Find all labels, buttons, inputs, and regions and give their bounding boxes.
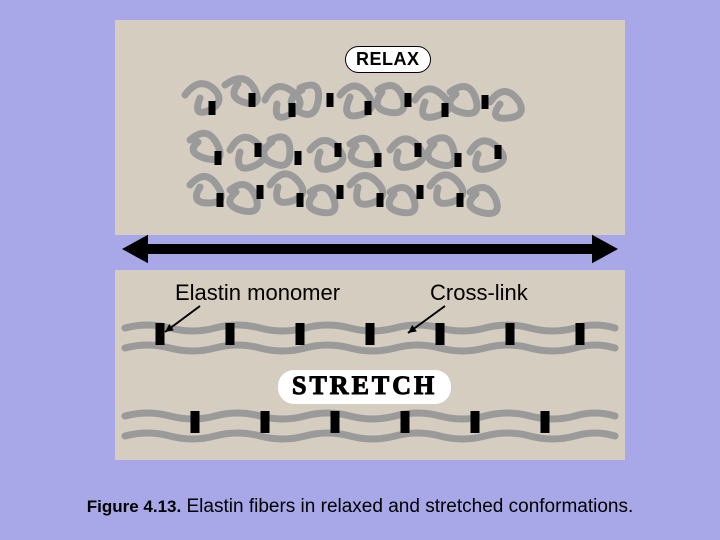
cross-link-label: Cross-link	[430, 280, 528, 306]
caption-text: Elastin fibers in relaxed and stretched …	[181, 496, 633, 517]
relax-label: RELAX	[345, 46, 431, 73]
drawing-layer	[0, 0, 720, 540]
elastin-monomer-label: Elastin monomer	[175, 280, 340, 306]
figure-caption: Figure 4.13. Elastin fibers in relaxed a…	[0, 496, 720, 518]
stretch-label: STRETCH	[278, 370, 451, 404]
figure-number: Figure 4.13.	[87, 497, 181, 516]
